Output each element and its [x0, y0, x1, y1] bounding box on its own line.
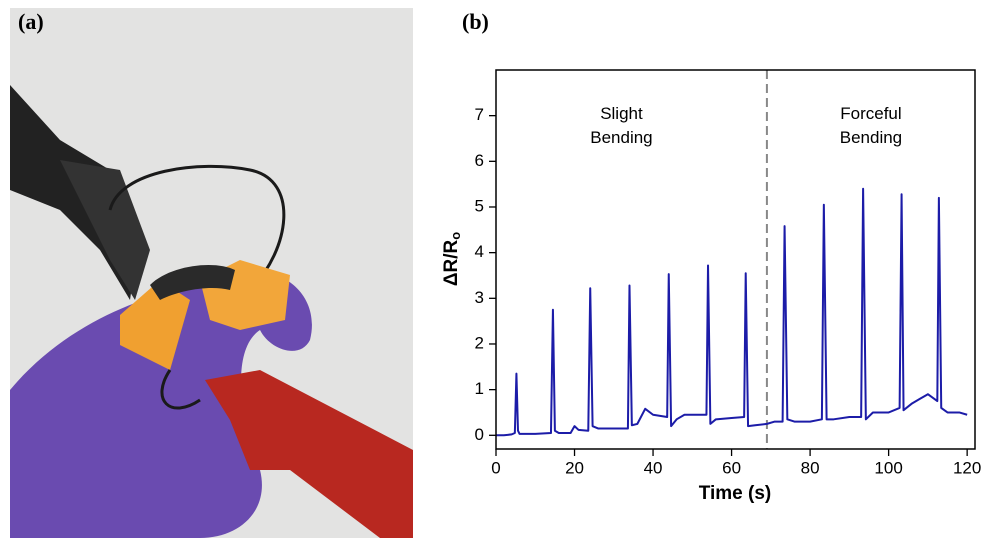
x-tick-label: 120 — [953, 458, 981, 477]
y-tick-label: 7 — [475, 105, 484, 124]
x-axis-title: Time (s) — [699, 483, 772, 504]
annotation-line: Bending — [590, 128, 652, 147]
x-tick-label: 20 — [565, 458, 584, 477]
x-tick-label: 0 — [491, 458, 500, 477]
annotation: Slight Bending — [590, 104, 652, 147]
x-tick-label: 100 — [874, 458, 902, 477]
panel-label: (b) — [462, 9, 489, 34]
photo — [10, 8, 413, 538]
y-axis-title-main: ΔR/R — [441, 240, 462, 287]
y-tick-label: 0 — [475, 425, 484, 444]
panel-label: (a) — [18, 9, 44, 34]
annotation-line: Forceful — [840, 104, 901, 123]
y-tick-label: 4 — [475, 242, 484, 261]
x-tick-label: 60 — [722, 458, 741, 477]
plot-frame — [495, 69, 976, 450]
y-tick-label: 5 — [475, 196, 484, 215]
annotation: Forceful Bending — [840, 104, 902, 147]
data-line — [496, 187, 968, 437]
x-tick-label: 40 — [644, 458, 663, 477]
x-tick-label: 80 — [801, 458, 820, 477]
y-tick-label: 2 — [475, 333, 484, 352]
y-axis-title: ΔR/Ro — [441, 232, 463, 286]
y-tick-label: 6 — [475, 151, 484, 170]
y-tick-label: 3 — [475, 288, 484, 307]
annotation-line: Bending — [840, 128, 902, 147]
annotation-line: Slight — [600, 104, 643, 123]
y-axis-title-sub: o — [448, 232, 463, 240]
y-tick-label: 1 — [475, 379, 484, 398]
